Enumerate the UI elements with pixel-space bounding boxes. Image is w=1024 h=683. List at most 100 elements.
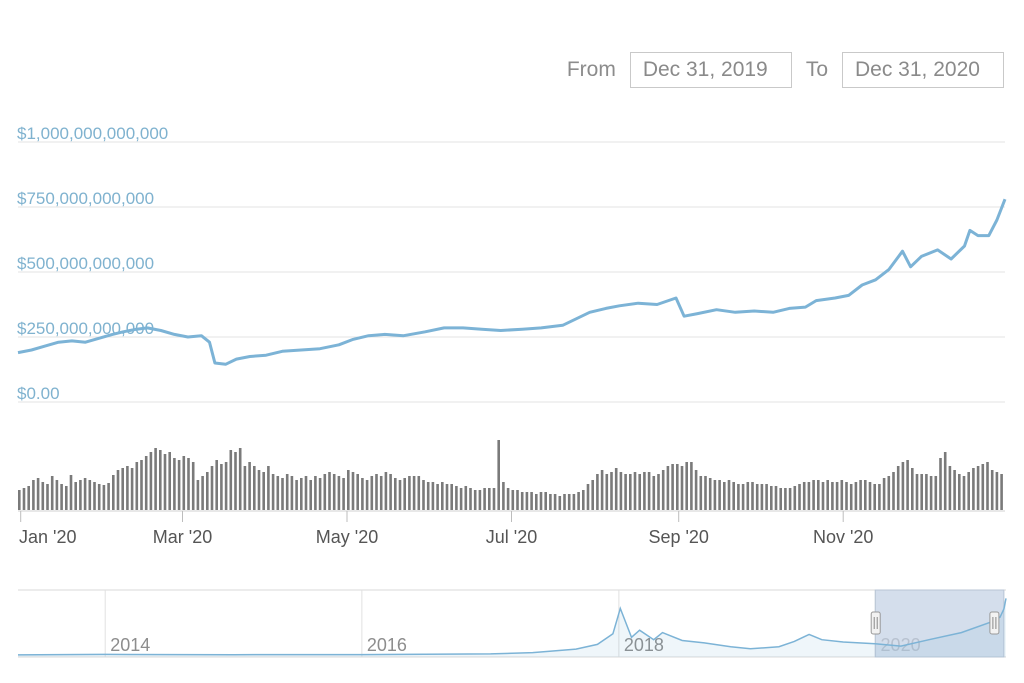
volume-bar: [384, 472, 388, 510]
volume-bar: [314, 476, 317, 510]
volume-bar: [558, 496, 562, 510]
volume-bar: [619, 472, 623, 510]
volume-bar: [337, 476, 341, 510]
volume-bar: [163, 454, 167, 510]
volume-bar: [751, 482, 754, 510]
from-date-input[interactable]: Dec 31, 2019: [629, 52, 792, 88]
volume-bar: [328, 472, 331, 510]
volume-bar: [79, 480, 82, 510]
volume-bar: [680, 466, 684, 510]
volume-bar: [929, 476, 933, 510]
navigator[interactable]: 2014201620182020: [17, 589, 1007, 658]
navigator-year-label: 2014: [110, 635, 150, 655]
volume-bar: [262, 472, 265, 510]
volume-bar: [953, 470, 956, 510]
volume-bar: [685, 462, 688, 510]
volume-bar: [676, 464, 679, 510]
volume-bar: [520, 492, 524, 510]
y-tick-label: $750,000,000,000: [17, 189, 154, 208]
volume-bar: [506, 488, 510, 510]
volume-bar: [896, 466, 900, 510]
volume-bar: [36, 478, 40, 510]
volume-bar: [845, 482, 848, 510]
y-tick-label: $1,000,000,000,000: [17, 124, 168, 143]
volume-bar: [647, 472, 651, 510]
x-tick-label: Jan '20: [19, 527, 76, 547]
volume-bar: [788, 488, 792, 510]
volume-bar: [483, 488, 486, 510]
volume-bar: [215, 460, 218, 510]
volume-bar: [41, 482, 45, 510]
volume-bar: [116, 470, 120, 510]
to-date-input[interactable]: Dec 31, 2020: [842, 52, 1004, 88]
volume-bar: [821, 482, 825, 510]
volume-bar: [967, 472, 970, 510]
volume-bar: [253, 466, 256, 510]
volume-bar: [412, 476, 416, 510]
volume-bar: [901, 462, 905, 510]
navigator-right-handle[interactable]: [989, 611, 1000, 635]
volume-bar: [948, 466, 952, 510]
volume-bar: [135, 462, 139, 510]
volume-bar: [572, 494, 576, 510]
volume-bar: [713, 480, 717, 510]
volume-bar: [88, 480, 92, 510]
volume-bar: [224, 462, 228, 510]
volume-bar: [586, 484, 590, 510]
volume-bar: [426, 482, 430, 510]
volume-bar: [497, 440, 500, 510]
navigator-area: [18, 598, 1006, 657]
volume-bar: [403, 478, 406, 510]
volume-bar: [18, 490, 21, 510]
volume-bar: [271, 474, 275, 510]
volume-bar: [55, 480, 59, 510]
volume-bar: [206, 472, 209, 510]
volume-bar: [826, 480, 829, 510]
volume-bar: [140, 460, 143, 510]
volume-bar: [323, 474, 327, 510]
volume-bar: [920, 474, 923, 510]
x-axis: Jan '20 Mar '20 May '20 Jul '20 Sep '20 Nov '…: [18, 510, 1005, 547]
volume-bar: [535, 494, 538, 510]
volume-bar: [704, 476, 707, 510]
volume-bar: [502, 482, 505, 510]
volume-bar: [300, 478, 303, 510]
volume-bar: [755, 484, 759, 510]
volume-bar: [614, 468, 618, 510]
volume-bar: [582, 490, 585, 510]
volume-bar: [97, 484, 101, 510]
volume-bar: [196, 480, 200, 510]
volume-bar: [525, 492, 529, 510]
volume-bar: [318, 478, 322, 510]
navigator-year-label: 2016: [367, 635, 407, 655]
volume-bar: [539, 492, 543, 510]
handle-body: [870, 611, 881, 635]
x-tick-label: Jul '20: [486, 527, 537, 547]
volume-bar: [309, 480, 312, 510]
navigator-left-handle[interactable]: [870, 611, 881, 635]
volume-bar: [65, 486, 68, 510]
x-tick-label: Mar '20: [153, 527, 212, 547]
volume-bar: [276, 476, 280, 510]
volume-bar: [267, 466, 270, 510]
volume-bar: [906, 460, 909, 510]
x-tick-label: Sep '20: [648, 527, 709, 547]
volume-bar: [361, 478, 364, 510]
handle-body: [989, 611, 1000, 635]
volume-bar: [657, 474, 660, 510]
volume-bar: [130, 468, 134, 510]
volume-bar: [553, 494, 557, 510]
volume-bar: [563, 494, 566, 510]
volume-bars: [18, 440, 1003, 510]
volume-bar: [812, 480, 815, 510]
volume-bar: [295, 480, 298, 510]
volume-bar: [911, 468, 914, 510]
volume-bar: [737, 484, 740, 510]
volume-bar: [600, 470, 604, 510]
volume-bar: [356, 474, 359, 510]
volume-bar: [408, 476, 411, 510]
volume-bar: [173, 458, 176, 510]
volume-bar: [774, 486, 778, 510]
volume-bar: [469, 488, 472, 510]
